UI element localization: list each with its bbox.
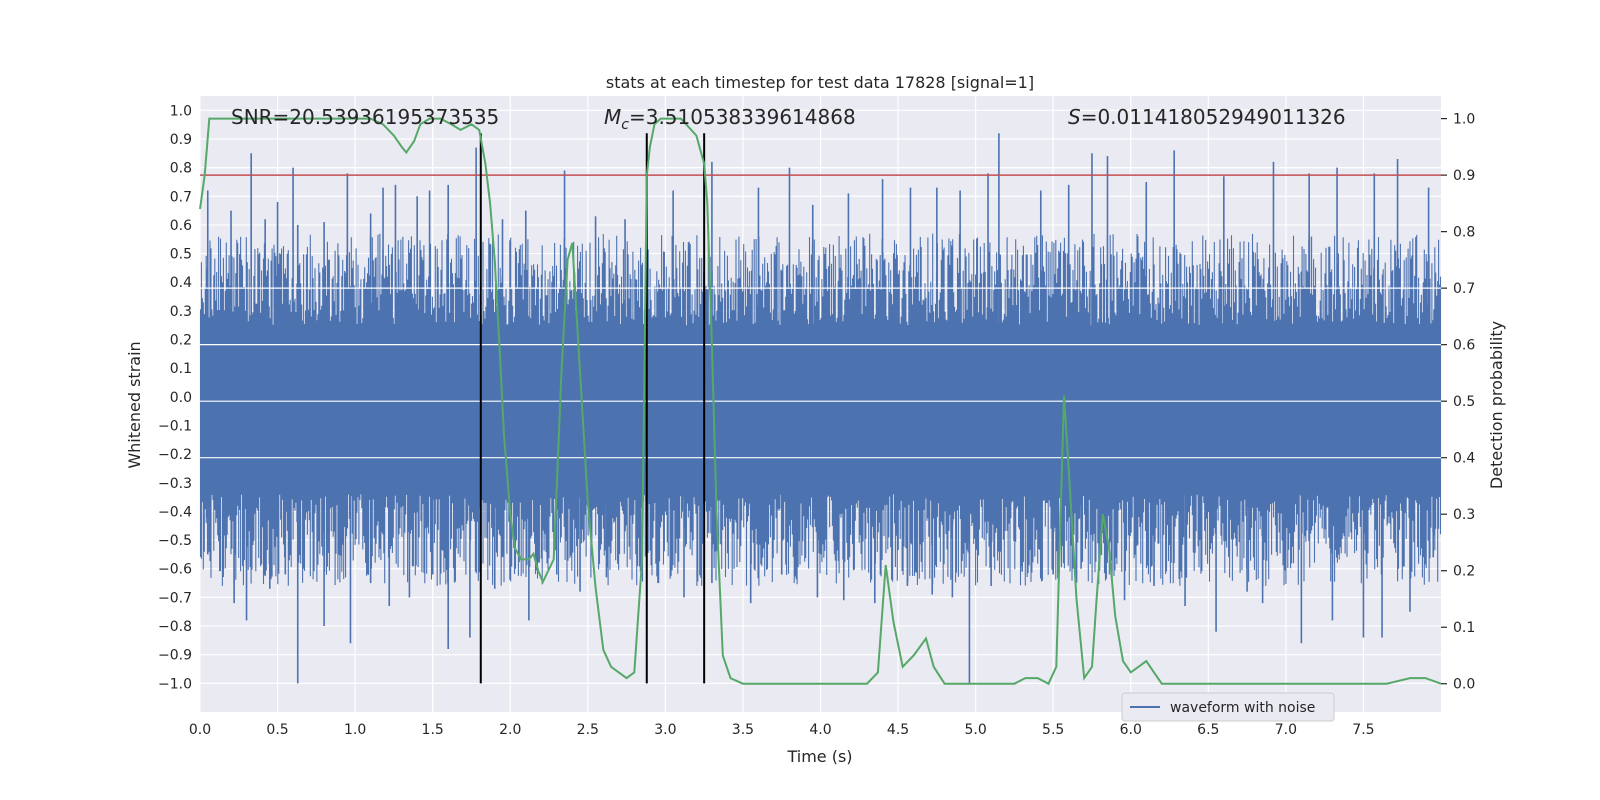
y-tick-label-18: −0.8 — [158, 619, 192, 635]
legend: waveform with noise — [1121, 692, 1335, 722]
y-tick-label-10: 0.0 — [170, 390, 192, 406]
detection-probability-line — [199, 117, 1442, 686]
snr-annotation: SNR=20.53936195373535 — [231, 105, 499, 129]
detection-probability-series — [199, 117, 1442, 686]
x-tick-label-0: 0.0 — [189, 722, 211, 738]
y2-tick-label-4: 0.6 — [1453, 338, 1475, 354]
chirp-mass-annotation: Mc=3.510538339614868 — [604, 105, 856, 133]
y-tick-label-3: 0.7 — [170, 189, 192, 205]
y-tick-label-8: 0.2 — [170, 333, 192, 349]
y-tick-label-15: −0.5 — [158, 533, 192, 549]
y2-axis-title: Detection probability — [1487, 321, 1506, 489]
chirp-mass-symbol: M — [604, 105, 621, 129]
y-tick-label-14: −0.4 — [158, 504, 192, 520]
y-tick-label-5: 0.5 — [170, 247, 192, 263]
y2-ticks: 1.0 0.9 0.8 0.7 0.6 0.5 0.4 0.3 0.2 0.1 0.0 — [1441, 112, 1475, 693]
y-tick-label-2: 0.8 — [170, 161, 192, 177]
x-tick-label-4: 2.0 — [499, 722, 521, 738]
x-tick-label-8: 4.0 — [809, 722, 831, 738]
y-ticks: 1.0 0.9 0.8 0.7 0.6 0.5 0.4 0.3 0.2 0.1 0.0 −0.1 −0.… — [158, 103, 192, 692]
x-tick-label-9: 4.5 — [887, 722, 909, 738]
y-tick-label-13: −0.3 — [158, 476, 192, 492]
y2-tick-label-9: 0.1 — [1453, 620, 1475, 636]
x-ticks: 0.0 0.5 1.0 1.5 2.0 2.5 3.0 3.5 4.0 4.5 5.0 5.5 6.0 6… — [189, 722, 1375, 738]
x-tick-label-11: 5.5 — [1042, 722, 1064, 738]
x-tick-label-15: 7.5 — [1352, 722, 1374, 738]
x-axis-title: Time (s) — [786, 747, 852, 766]
y2-tick-label-7: 0.3 — [1453, 507, 1475, 523]
y2-tick-label-10: 0.0 — [1453, 677, 1475, 693]
y2-tick-label-5: 0.5 — [1453, 394, 1475, 410]
x-tick-label-14: 7.0 — [1275, 722, 1297, 738]
y2-tick-label-6: 0.4 — [1453, 451, 1475, 467]
x-tick-label-12: 6.0 — [1120, 722, 1142, 738]
legend-label-waveform: waveform with noise — [1170, 700, 1315, 716]
x-tick-label-6: 3.0 — [654, 722, 676, 738]
spin-annotation: S=0.011418052949011326 — [1068, 105, 1346, 129]
chirp-mass-value: =3.510538339614868 — [629, 105, 856, 129]
y-tick-label-1: 0.9 — [170, 132, 192, 148]
y2-tick-label-0: 1.0 — [1453, 112, 1475, 128]
spin-symbol: S — [1068, 105, 1081, 129]
x-tick-label-7: 3.5 — [732, 722, 754, 738]
y-tick-label-6: 0.4 — [170, 275, 192, 291]
y-tick-label-9: 0.1 — [170, 361, 192, 377]
y-tick-label-12: −0.2 — [158, 447, 192, 463]
spin-value: =0.011418052949011326 — [1081, 105, 1346, 129]
x-tick-label-1: 0.5 — [266, 722, 288, 738]
y2-tick-label-2: 0.8 — [1453, 225, 1475, 241]
x-tick-label-13: 6.5 — [1197, 722, 1219, 738]
legend-box — [1121, 692, 1335, 722]
y-tick-label-11: −0.1 — [158, 418, 192, 434]
y-tick-label-19: −0.9 — [158, 648, 192, 664]
x-tick-label-3: 1.5 — [422, 722, 444, 738]
chirp-mass-subscript: c — [621, 117, 629, 133]
waveform-series — [199, 133, 1442, 684]
y-tick-label-20: −1.0 — [158, 676, 192, 692]
x-tick-label-2: 1.0 — [344, 722, 366, 738]
y-tick-label-17: −0.7 — [158, 590, 192, 606]
chart-title: stats at each timestep for test data 178… — [606, 73, 1034, 92]
y2-tick-label-1: 0.9 — [1453, 168, 1475, 184]
y-tick-label-7: 0.3 — [170, 304, 192, 320]
y-axis-title: Whitened strain — [125, 341, 144, 468]
y-tick-label-16: −0.6 — [158, 562, 192, 578]
y2-tick-label-3: 0.7 — [1453, 281, 1475, 297]
waveform-core — [200, 353, 1441, 483]
y-tick-label-4: 0.6 — [170, 218, 192, 234]
x-tick-label-10: 5.0 — [964, 722, 986, 738]
y2-tick-label-8: 0.2 — [1453, 564, 1475, 580]
x-tick-label-5: 2.5 — [577, 722, 599, 738]
y-tick-label-0: 1.0 — [170, 103, 192, 119]
